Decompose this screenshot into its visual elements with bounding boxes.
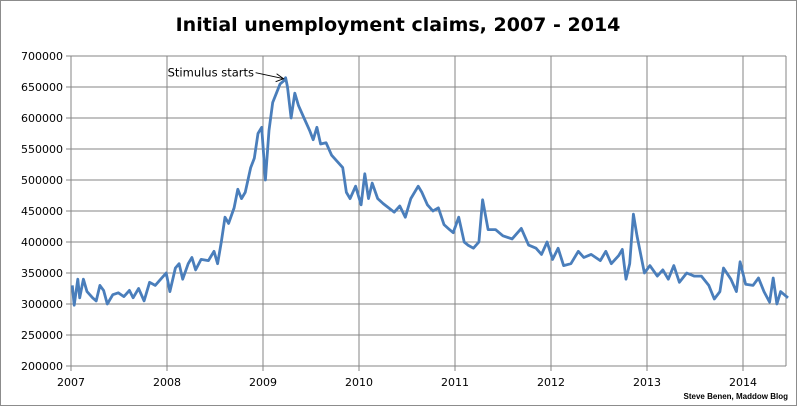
y-tick-label: 650000 [21, 81, 63, 94]
x-tick-label: 2012 [537, 376, 565, 389]
chart-title: Initial unemployment claims, 2007 - 2014 [176, 14, 621, 36]
series-line [70, 76, 789, 307]
x-tick-label: 2014 [729, 376, 757, 389]
x-tick-label: 2013 [633, 376, 661, 389]
y-tick-label: 600000 [21, 112, 63, 125]
x-tick-label: 2009 [249, 376, 277, 389]
x-axis-ticks: 2007 2008 2009 2010 2011 2012 2013 2014 [57, 376, 757, 389]
y-tick-label: 200000 [21, 360, 63, 373]
y-tick-label: 250000 [21, 329, 63, 342]
y-tick-label: 700000 [21, 50, 63, 63]
y-tick-label: 400000 [21, 236, 63, 249]
x-tick-label: 2011 [441, 376, 469, 389]
y-tick-label: 450000 [21, 205, 63, 218]
y-tick-label: 350000 [21, 267, 63, 280]
x-tick-label: 2008 [153, 376, 181, 389]
y-axis-ticks: 200000 250000 300000 350000 400000 450000 5000… [21, 50, 63, 373]
y-tick-label: 500000 [21, 174, 63, 187]
y-tick-label: 550000 [21, 143, 63, 156]
x-tick-label: 2007 [57, 376, 85, 389]
annotation-arrow [255, 72, 285, 83]
x-tick-label: 2010 [345, 376, 373, 389]
annotation-label: Stimulus starts [168, 66, 254, 80]
y-tick-label: 300000 [21, 298, 63, 311]
gridlines [66, 55, 787, 371]
credit-text: Steve Benen, Maddow Blog [684, 392, 789, 401]
